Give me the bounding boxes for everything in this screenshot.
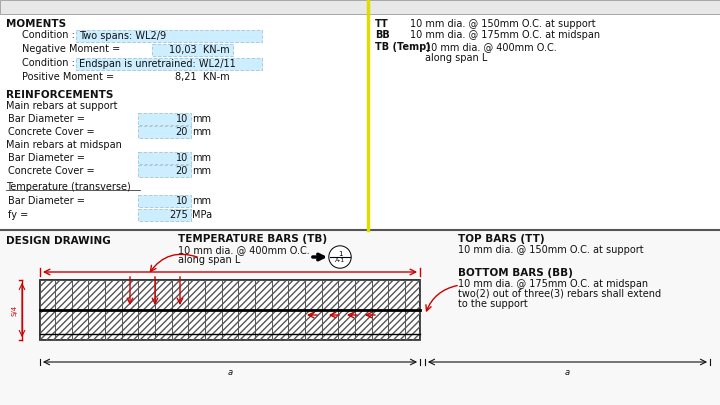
Text: Temperature (transverse): Temperature (transverse) (6, 182, 131, 192)
Text: Bar Diameter =: Bar Diameter = (8, 114, 85, 124)
Text: 10 mm dia. @ 175mm O.C. at midspan: 10 mm dia. @ 175mm O.C. at midspan (410, 30, 600, 40)
Text: Concrete Cover =: Concrete Cover = (8, 127, 94, 137)
FancyBboxPatch shape (0, 230, 720, 405)
Text: a: a (228, 368, 233, 377)
Text: S/4: S/4 (11, 305, 17, 315)
Text: 1: 1 (338, 251, 342, 257)
Text: Bar Diameter =: Bar Diameter = (8, 153, 85, 163)
Text: TOP BARS (TT): TOP BARS (TT) (458, 234, 544, 244)
Text: REINFORCEMENTS: REINFORCEMENTS (6, 90, 113, 100)
Text: BB: BB (375, 30, 390, 40)
FancyBboxPatch shape (0, 0, 720, 230)
Text: Condition :: Condition : (22, 30, 75, 40)
FancyBboxPatch shape (138, 209, 191, 220)
Text: 10,03  KN-m: 10,03 KN-m (169, 45, 230, 55)
FancyBboxPatch shape (138, 164, 191, 177)
Text: MOMENTS: MOMENTS (6, 19, 66, 29)
Text: 10 mm dia. @ 175mm O.C. at midspan: 10 mm dia. @ 175mm O.C. at midspan (458, 279, 648, 289)
Text: to the support: to the support (458, 299, 528, 309)
Text: fy =: fy = (8, 210, 28, 220)
Text: Endspan is unretrained: WL2/11: Endspan is unretrained: WL2/11 (79, 59, 235, 69)
Text: 10: 10 (176, 114, 188, 124)
Text: 10 mm dia. @ 400mm O.C.: 10 mm dia. @ 400mm O.C. (425, 42, 557, 52)
Text: Condition :: Condition : (22, 58, 75, 68)
Text: TB (Temp): TB (Temp) (375, 42, 431, 52)
Text: Main rebars at midspan: Main rebars at midspan (6, 140, 122, 150)
Text: Two spans: WL2/9: Two spans: WL2/9 (79, 31, 166, 41)
Text: BOTTOM BARS (BB): BOTTOM BARS (BB) (458, 268, 573, 278)
FancyBboxPatch shape (76, 30, 261, 41)
Text: Positive Moment =: Positive Moment = (22, 72, 114, 82)
FancyBboxPatch shape (40, 280, 420, 340)
Text: mm: mm (192, 166, 211, 176)
Text: 10: 10 (176, 153, 188, 163)
Text: Main rebars at support: Main rebars at support (6, 101, 117, 111)
Text: mm: mm (192, 127, 211, 137)
Text: mm: mm (192, 114, 211, 124)
Text: MPa: MPa (192, 210, 212, 220)
Text: Negative Moment =: Negative Moment = (22, 44, 120, 54)
FancyBboxPatch shape (0, 0, 720, 14)
Circle shape (329, 246, 351, 268)
Text: A-1: A-1 (335, 258, 345, 264)
Text: mm: mm (192, 196, 211, 206)
Text: 10 mm dia. @ 150mm O.C. at support: 10 mm dia. @ 150mm O.C. at support (410, 19, 595, 29)
Text: along span L: along span L (178, 255, 240, 265)
Text: DESIGN DRAWING: DESIGN DRAWING (6, 236, 111, 246)
Text: TEMPERATURE BARS (TB): TEMPERATURE BARS (TB) (178, 234, 327, 244)
Text: Bar Diameter =: Bar Diameter = (8, 196, 85, 206)
Text: mm: mm (192, 153, 211, 163)
FancyBboxPatch shape (76, 58, 261, 70)
Text: 20: 20 (176, 166, 188, 176)
Text: 10 mm dia. @ 400mm O.C.: 10 mm dia. @ 400mm O.C. (178, 245, 310, 255)
FancyBboxPatch shape (138, 194, 191, 207)
FancyBboxPatch shape (151, 43, 233, 55)
Text: 10: 10 (176, 196, 188, 206)
Text: 10 mm dia. @ 150mm O.C. at support: 10 mm dia. @ 150mm O.C. at support (458, 245, 644, 255)
Text: along span L: along span L (425, 53, 487, 63)
Text: 8,21  KN-m: 8,21 KN-m (176, 72, 230, 82)
Text: two(2) out of three(3) rebars shall extend: two(2) out of three(3) rebars shall exte… (458, 289, 661, 299)
FancyBboxPatch shape (138, 113, 191, 124)
Text: 275: 275 (169, 210, 188, 220)
Text: 20: 20 (176, 127, 188, 137)
FancyBboxPatch shape (138, 151, 191, 164)
FancyBboxPatch shape (138, 126, 191, 138)
Circle shape (330, 247, 350, 267)
Text: Concrete Cover =: Concrete Cover = (8, 166, 94, 176)
Text: TT: TT (375, 19, 389, 29)
Text: a: a (565, 368, 570, 377)
